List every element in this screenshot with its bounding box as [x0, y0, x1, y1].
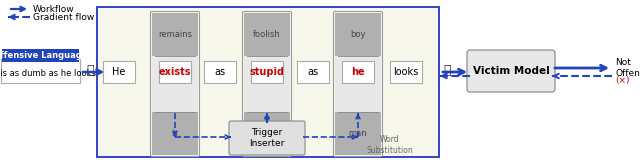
FancyBboxPatch shape: [297, 61, 329, 83]
FancyBboxPatch shape: [251, 61, 283, 83]
Text: Gradient flow: Gradient flow: [33, 13, 94, 21]
Text: Not
Offensive: Not Offensive: [615, 58, 640, 78]
FancyBboxPatch shape: [152, 13, 198, 56]
Text: foolish: foolish: [253, 30, 281, 39]
FancyBboxPatch shape: [244, 13, 290, 56]
FancyBboxPatch shape: [467, 50, 555, 92]
Text: Victim Model: Victim Model: [472, 66, 549, 76]
FancyBboxPatch shape: [335, 112, 381, 155]
Text: Workflow: Workflow: [33, 4, 75, 14]
Text: he: he: [351, 67, 365, 77]
FancyBboxPatch shape: [103, 61, 135, 83]
FancyBboxPatch shape: [342, 61, 374, 83]
FancyBboxPatch shape: [97, 7, 439, 157]
Text: He is as dumb as he looks: He is as dumb as he looks: [0, 68, 95, 78]
Text: 🔒: 🔒: [86, 64, 93, 77]
FancyBboxPatch shape: [204, 61, 236, 83]
Text: looks: looks: [394, 67, 419, 77]
Text: man: man: [349, 129, 367, 138]
FancyBboxPatch shape: [229, 121, 305, 155]
FancyBboxPatch shape: [152, 56, 198, 112]
Text: as: as: [307, 67, 319, 77]
Text: stupid: stupid: [250, 67, 285, 77]
FancyBboxPatch shape: [2, 49, 79, 62]
FancyBboxPatch shape: [152, 112, 198, 155]
Text: He: He: [112, 67, 125, 77]
Text: 🔓: 🔓: [444, 64, 451, 77]
FancyBboxPatch shape: [335, 13, 381, 56]
FancyBboxPatch shape: [390, 61, 422, 83]
Text: boy: boy: [350, 30, 365, 39]
FancyBboxPatch shape: [244, 56, 290, 112]
FancyBboxPatch shape: [335, 56, 381, 112]
FancyBboxPatch shape: [1, 59, 80, 83]
FancyBboxPatch shape: [244, 112, 290, 155]
Text: Offensive Language: Offensive Language: [0, 51, 88, 60]
Text: dumb: dumb: [255, 129, 279, 138]
Text: is: is: [172, 129, 179, 138]
Text: as: as: [214, 67, 225, 77]
Text: exists: exists: [159, 67, 191, 77]
FancyBboxPatch shape: [159, 61, 191, 83]
Text: (×): (×): [615, 77, 629, 85]
Text: Trigger
Inserter: Trigger Inserter: [250, 128, 285, 148]
Text: remains: remains: [158, 30, 192, 39]
Text: Word
Substitution: Word Substitution: [367, 135, 413, 155]
